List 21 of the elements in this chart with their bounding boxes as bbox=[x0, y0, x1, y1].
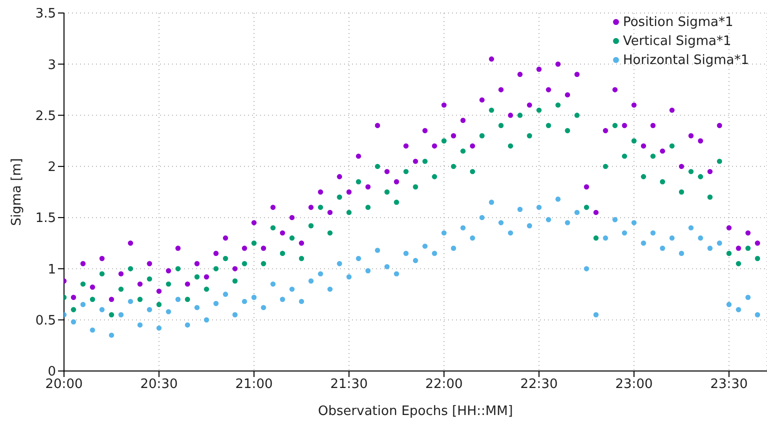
legend-label: Position Sigma*1 bbox=[622, 15, 734, 30]
y-tick-label: 3 bbox=[48, 58, 56, 73]
y-tick-label: 2.5 bbox=[35, 108, 56, 124]
y-tick-label: 1.5 bbox=[35, 211, 56, 226]
x-tick-label: 21:30 bbox=[330, 377, 368, 392]
legend-label: Vertical Sigma*1 bbox=[622, 34, 732, 49]
x-tick-label: 22:30 bbox=[520, 377, 558, 392]
x-tick-label: 23:00 bbox=[615, 377, 653, 392]
y-tick-label: 1 bbox=[48, 262, 56, 278]
y-tick-label: 3.5 bbox=[35, 6, 56, 22]
x-tick-label: 20:00 bbox=[45, 377, 83, 392]
x-tick-label: 20:30 bbox=[140, 377, 178, 392]
x-tick-label: 23:30 bbox=[710, 377, 748, 392]
x-tick-label: 22:00 bbox=[425, 377, 463, 392]
y-tick-label: 0.5 bbox=[35, 313, 56, 328]
x-axis-title: Observation Epochs [HH::MM] bbox=[318, 404, 513, 419]
y-tick-label: 0 bbox=[48, 364, 56, 380]
x-tick-label: 21:00 bbox=[235, 377, 273, 392]
legend-label: Horizontal Sigma*1 bbox=[622, 53, 749, 68]
y-axis-title: Sigma [m] bbox=[10, 158, 25, 226]
y-tick-label: 2 bbox=[48, 160, 56, 176]
